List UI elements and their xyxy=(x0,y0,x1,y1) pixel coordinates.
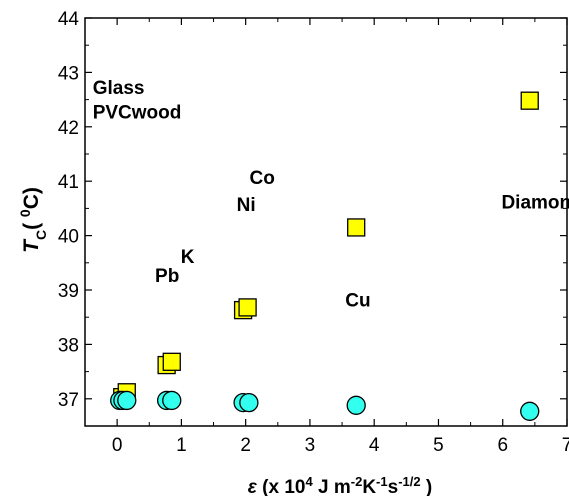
x-tick-label: 7 xyxy=(562,435,569,456)
y-axis-symbol: T xyxy=(20,238,43,253)
x-axis-symbol: ε xyxy=(248,477,258,496)
data-point-square xyxy=(520,91,539,110)
annotation-label: Cu xyxy=(345,290,370,311)
x-axis-mid3: s xyxy=(388,477,399,496)
plot-frame xyxy=(84,17,568,427)
y-tick-label: 38 xyxy=(58,335,79,356)
y-tick-label: 40 xyxy=(58,227,79,248)
x-tick-label: 5 xyxy=(433,435,444,456)
x-axis-sup1: 4 xyxy=(305,474,313,489)
annotation-label: Glass xyxy=(93,78,145,99)
data-point-square xyxy=(238,298,257,317)
annotation-label: Co xyxy=(250,168,275,189)
annotation-label: Ni xyxy=(237,195,256,216)
data-point-square xyxy=(347,218,366,237)
y-axis-sup: 0 xyxy=(17,209,33,217)
annotation-label: Pb xyxy=(155,266,179,287)
x-axis-sup4: -1/2 xyxy=(398,474,420,489)
y-tick-label: 37 xyxy=(58,390,79,411)
x-tick-label: 1 xyxy=(176,435,187,456)
y-tick-label: 43 xyxy=(58,63,79,84)
x-tick-label: 3 xyxy=(305,435,316,456)
annotations: Glass PVCwood Co Ni Diamond KPb Cu xyxy=(93,78,569,311)
x-axis-mid2: K xyxy=(362,477,376,496)
data-points xyxy=(110,91,540,421)
y-axis-open: ( xyxy=(20,217,43,230)
data-point-circle xyxy=(239,392,259,413)
data-point-circle xyxy=(162,390,182,411)
y-axis-sub: C xyxy=(33,230,49,240)
x-axis-text: (x 10 xyxy=(257,477,306,496)
x-tick-label: 4 xyxy=(369,435,380,456)
annotation-label: PVCwood xyxy=(93,103,182,124)
y-axis-title: TC( 0C) xyxy=(17,187,49,253)
y-tick-label: 41 xyxy=(58,172,79,193)
x-axis-sup2: -2 xyxy=(351,474,363,489)
annotation-label: Diamond xyxy=(501,192,569,213)
y-tick-label: 39 xyxy=(58,281,79,302)
annotation-label: K xyxy=(181,247,195,268)
y-tick-label: 44 xyxy=(58,9,80,30)
data-point-circle xyxy=(520,401,540,421)
x-tick-label: 0 xyxy=(112,435,123,456)
x-axis-sup3: -1 xyxy=(376,474,388,489)
x-tick-label: 2 xyxy=(240,435,251,456)
x-axis-title: ε (x 104 J m-2K-1s-1/2 ) xyxy=(248,474,432,496)
data-point-square xyxy=(162,352,181,371)
data-point-circle xyxy=(117,390,137,411)
x-axis-mid: J m xyxy=(313,477,351,496)
y-tick-label: 42 xyxy=(58,118,79,139)
y-axis-close: C) xyxy=(20,187,43,209)
data-point-circle xyxy=(346,395,366,415)
x-tick-label: 6 xyxy=(497,435,508,456)
x-axis-end: ) xyxy=(421,477,433,496)
